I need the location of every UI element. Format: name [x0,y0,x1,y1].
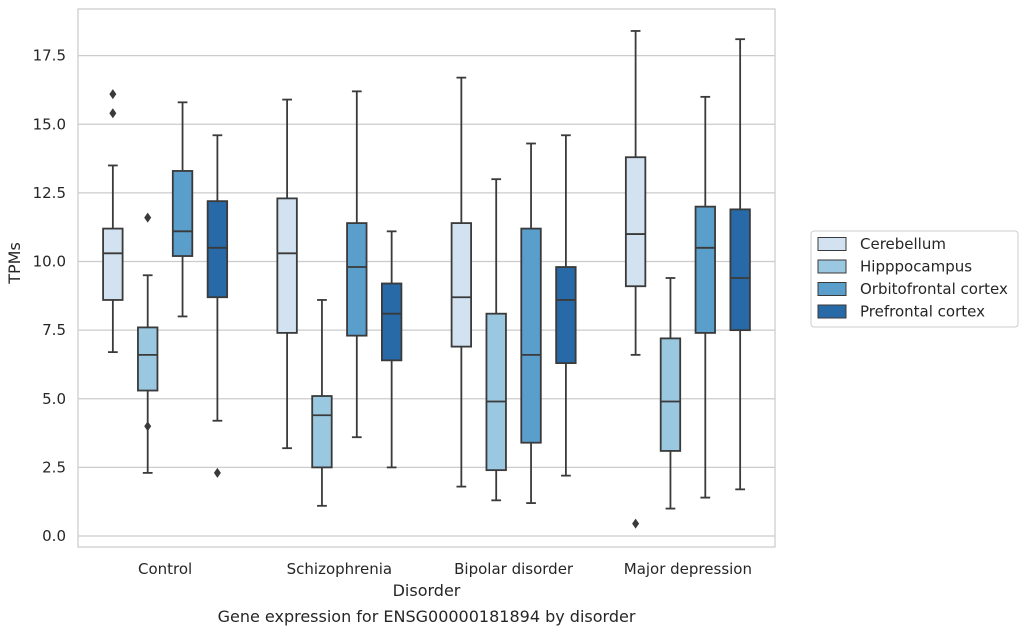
box-iqr [555,266,577,364]
box-iqr [171,170,194,257]
outlier-point [109,108,117,119]
box-iqr [624,156,647,288]
x-tick-label: Bipolar disorder [454,560,574,578]
outlier-point [144,212,152,223]
legend-label: Prefrontal cortex [860,303,985,321]
box-iqr [485,312,507,472]
legend-label: Cerebellum [860,235,946,253]
box-2-3 [555,134,577,477]
box-iqr [694,205,716,334]
box-plot-marks [102,30,751,529]
box-iqr [659,337,682,452]
box-iqr [102,227,124,301]
legend-frame [810,230,1019,328]
box-3-0 [624,30,647,529]
box-0-1 [137,212,159,474]
y-tick-label: 2.5 [42,458,66,476]
y-axis-ticks: 0.0 2.5 5.0 7.5 10.0 12.5 15.0 17.5 [33,47,66,545]
legend-swatch [817,259,847,274]
box-iqr [206,200,229,299]
y-tick-label: 7.5 [42,321,66,339]
box-1-1 [311,299,333,507]
x-axis-ticks: Control Schizophrenia Bipolar disorder Majo… [138,560,752,578]
box-iqr [729,208,751,332]
outlier-point [632,518,640,529]
outlier-point [109,89,117,100]
x-axis-title: Disorder [393,581,461,600]
legend: Cerebellum Hipppocampus Orbitofrontal cort… [810,230,1019,328]
box-iqr [346,222,368,337]
box-iqr [380,282,403,362]
box-1-0 [276,98,298,450]
box-2-0 [450,76,473,488]
outlier-point [144,421,152,432]
y-tick-label: 12.5 [33,184,66,202]
y-tick-label: 0.0 [42,527,66,545]
y-tick-label: 10.0 [33,253,66,271]
y-tick-label: 15.0 [33,115,66,133]
outlier-point [213,467,221,478]
y-tick-label: 17.5 [33,47,66,65]
box-1-2 [346,90,368,439]
x-tick-label: Schizophrenia [287,560,392,578]
legend-label: Hipppocampus [860,258,972,276]
gridlines [78,55,775,537]
legend-swatch [817,282,847,296]
plot-frame [77,8,776,548]
box-iqr [311,395,333,469]
legend-label: Orbitofrontal cortex [860,280,1008,298]
box-1-3 [380,230,403,469]
box-3-2 [694,95,716,499]
y-tick-label: 5.0 [42,390,66,408]
box-3-3 [729,38,751,491]
x-tick-label: Major depression [624,560,752,578]
box-2-1 [485,178,507,502]
box-iqr [137,326,159,392]
box-iqr [520,227,542,444]
x-tick-label: Control [138,560,192,578]
box-iqr [450,222,473,348]
box-0-2 [171,101,194,318]
legend-swatch [817,304,847,319]
box-0-3 [206,134,229,478]
box-3-1 [659,277,682,510]
y-axis-title: TPMs [5,242,24,285]
legend-swatch [817,237,847,251]
box-0-0 [102,89,124,354]
chart-caption: Gene expression for ENSG00000181894 by d… [218,607,636,626]
box-2-2 [520,142,542,504]
box-iqr [276,197,298,334]
